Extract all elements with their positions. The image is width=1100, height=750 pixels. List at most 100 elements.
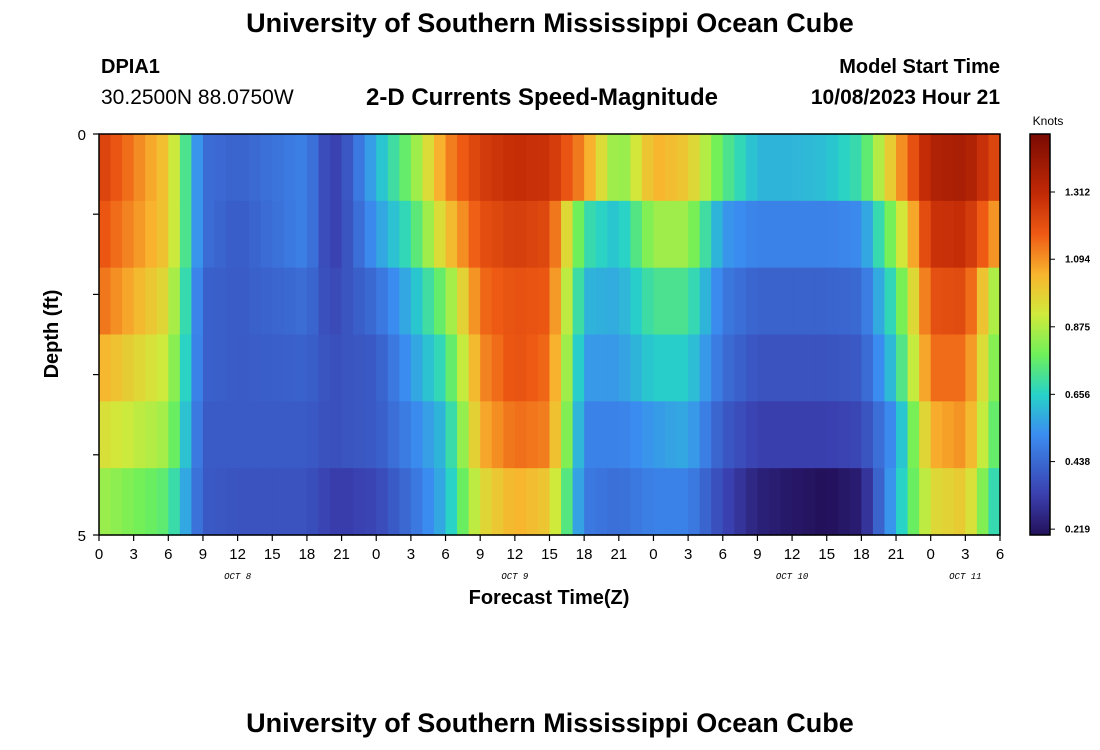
- heatmap-cell: [283, 267, 296, 336]
- colorbar-tick-label: 0.219: [1065, 525, 1090, 536]
- heatmap-cell: [133, 334, 146, 402]
- x-tick-label: 0: [372, 546, 380, 563]
- heatmap-cell: [179, 468, 193, 536]
- heatmap-cell: [387, 334, 400, 402]
- x-tick-label: 3: [407, 546, 415, 563]
- heatmap-cell: [237, 334, 250, 402]
- heatmap-cell: [665, 468, 678, 536]
- heatmap-cell: [99, 334, 112, 402]
- heatmap-cell: [768, 401, 782, 469]
- heatmap-cell: [156, 200, 169, 269]
- heatmap-cell: [468, 134, 481, 202]
- heatmap-cell: [561, 468, 574, 536]
- heatmap-cell: [930, 401, 943, 469]
- heatmap-cell: [630, 468, 643, 536]
- heatmap-cell: [976, 200, 990, 269]
- heatmap-cell: [503, 334, 516, 402]
- heatmap-cell: [815, 200, 828, 269]
- heatmap-cell: [318, 401, 331, 469]
- heatmap-cell: [514, 200, 527, 269]
- heatmap-cell: [607, 267, 620, 336]
- heatmap-cell: [295, 334, 308, 402]
- colorbar-tick-label: 0.438: [1065, 457, 1090, 468]
- heatmap-cell: [272, 200, 285, 269]
- heatmap-cell: [653, 468, 666, 536]
- heatmap-cell: [306, 134, 320, 202]
- heatmap-cell: [387, 134, 400, 202]
- heatmap-cell: [965, 267, 978, 336]
- heatmap-cell: [988, 267, 1001, 336]
- heatmap-cell: [572, 267, 585, 336]
- x-tick-label: 21: [888, 546, 905, 563]
- x-tick-label: 9: [199, 546, 207, 563]
- heatmap-cell: [919, 134, 932, 202]
- heatmap-cell: [364, 134, 377, 202]
- heatmap-cell: [641, 468, 655, 536]
- heatmap-cell: [896, 468, 909, 536]
- heatmap-cell: [202, 134, 216, 202]
- heatmap-cell: [214, 468, 227, 536]
- heatmap-cell: [630, 267, 643, 336]
- heatmap-cell: [341, 468, 354, 536]
- heatmap-cell: [595, 334, 608, 402]
- heatmap-cell: [133, 267, 146, 336]
- heatmap-cell: [607, 134, 620, 202]
- heatmap-cell: [907, 200, 920, 269]
- heatmap-cell: [214, 134, 227, 202]
- heatmap-cell: [133, 468, 146, 536]
- heatmap-cell: [584, 401, 597, 469]
- heatmap-cell: [618, 401, 631, 469]
- colorbar-tick-label: 1.312: [1065, 187, 1090, 198]
- x-tick-label: 6: [164, 546, 172, 563]
- heatmap-cell: [283, 334, 296, 402]
- heatmap-cell: [468, 334, 481, 402]
- heatmap-cell: [757, 134, 770, 202]
- colorbar-tick-label: 0.875: [1065, 322, 1090, 333]
- heatmap-cell: [930, 468, 943, 536]
- heatmap-cell: [410, 468, 424, 536]
- heatmap-cell: [480, 401, 493, 469]
- heatmap-cell: [965, 334, 978, 402]
- x-tick-label: 9: [753, 546, 761, 563]
- heatmap-cell: [110, 334, 123, 402]
- heatmap-cell: [272, 267, 285, 336]
- heatmap-cell: [353, 334, 366, 402]
- heatmap-cell: [468, 267, 481, 336]
- heatmap-cell: [318, 267, 331, 336]
- heatmap-cell: [503, 401, 516, 469]
- heatmap-cell: [734, 134, 747, 202]
- heatmap-cell: [387, 267, 400, 336]
- heatmap-cell: [422, 401, 435, 469]
- heatmap-cell: [364, 334, 377, 402]
- heatmap-cell: [330, 468, 343, 536]
- heatmap-cell: [618, 134, 631, 202]
- heatmap-cell: [122, 401, 135, 469]
- heatmap-cell: [572, 401, 585, 469]
- x-axis-label: Forecast Time(Z): [469, 587, 630, 609]
- heatmap-cell: [99, 267, 112, 336]
- heatmap-cell: [122, 334, 135, 402]
- heatmap-cell: [514, 401, 527, 469]
- heatmap-cell: [445, 267, 458, 336]
- footer-title: University of Southern Mississippi Ocean…: [246, 708, 854, 738]
- heatmap-cell: [896, 200, 909, 269]
- heatmap-cell: [364, 267, 377, 336]
- heatmap-cell: [688, 401, 701, 469]
- heatmap-cell: [745, 200, 759, 269]
- heatmap-cell: [260, 334, 273, 402]
- heatmap-cell: [226, 200, 239, 269]
- heatmap-cell: [815, 267, 828, 336]
- heatmap-cell: [907, 334, 920, 402]
- heatmap-cell: [699, 468, 712, 536]
- heatmap-cell: [722, 334, 735, 402]
- heatmap-cell: [168, 200, 181, 269]
- heatmap-cell: [537, 200, 551, 269]
- heatmap-cell: [722, 134, 735, 202]
- heatmap-cell: [595, 200, 608, 269]
- heatmap-cell: [387, 468, 400, 536]
- heatmap-cell: [202, 334, 216, 402]
- heatmap-cell: [306, 267, 320, 336]
- heatmap-cell: [491, 334, 504, 402]
- heatmap-cell: [780, 401, 793, 469]
- heatmap-cell: [457, 267, 470, 336]
